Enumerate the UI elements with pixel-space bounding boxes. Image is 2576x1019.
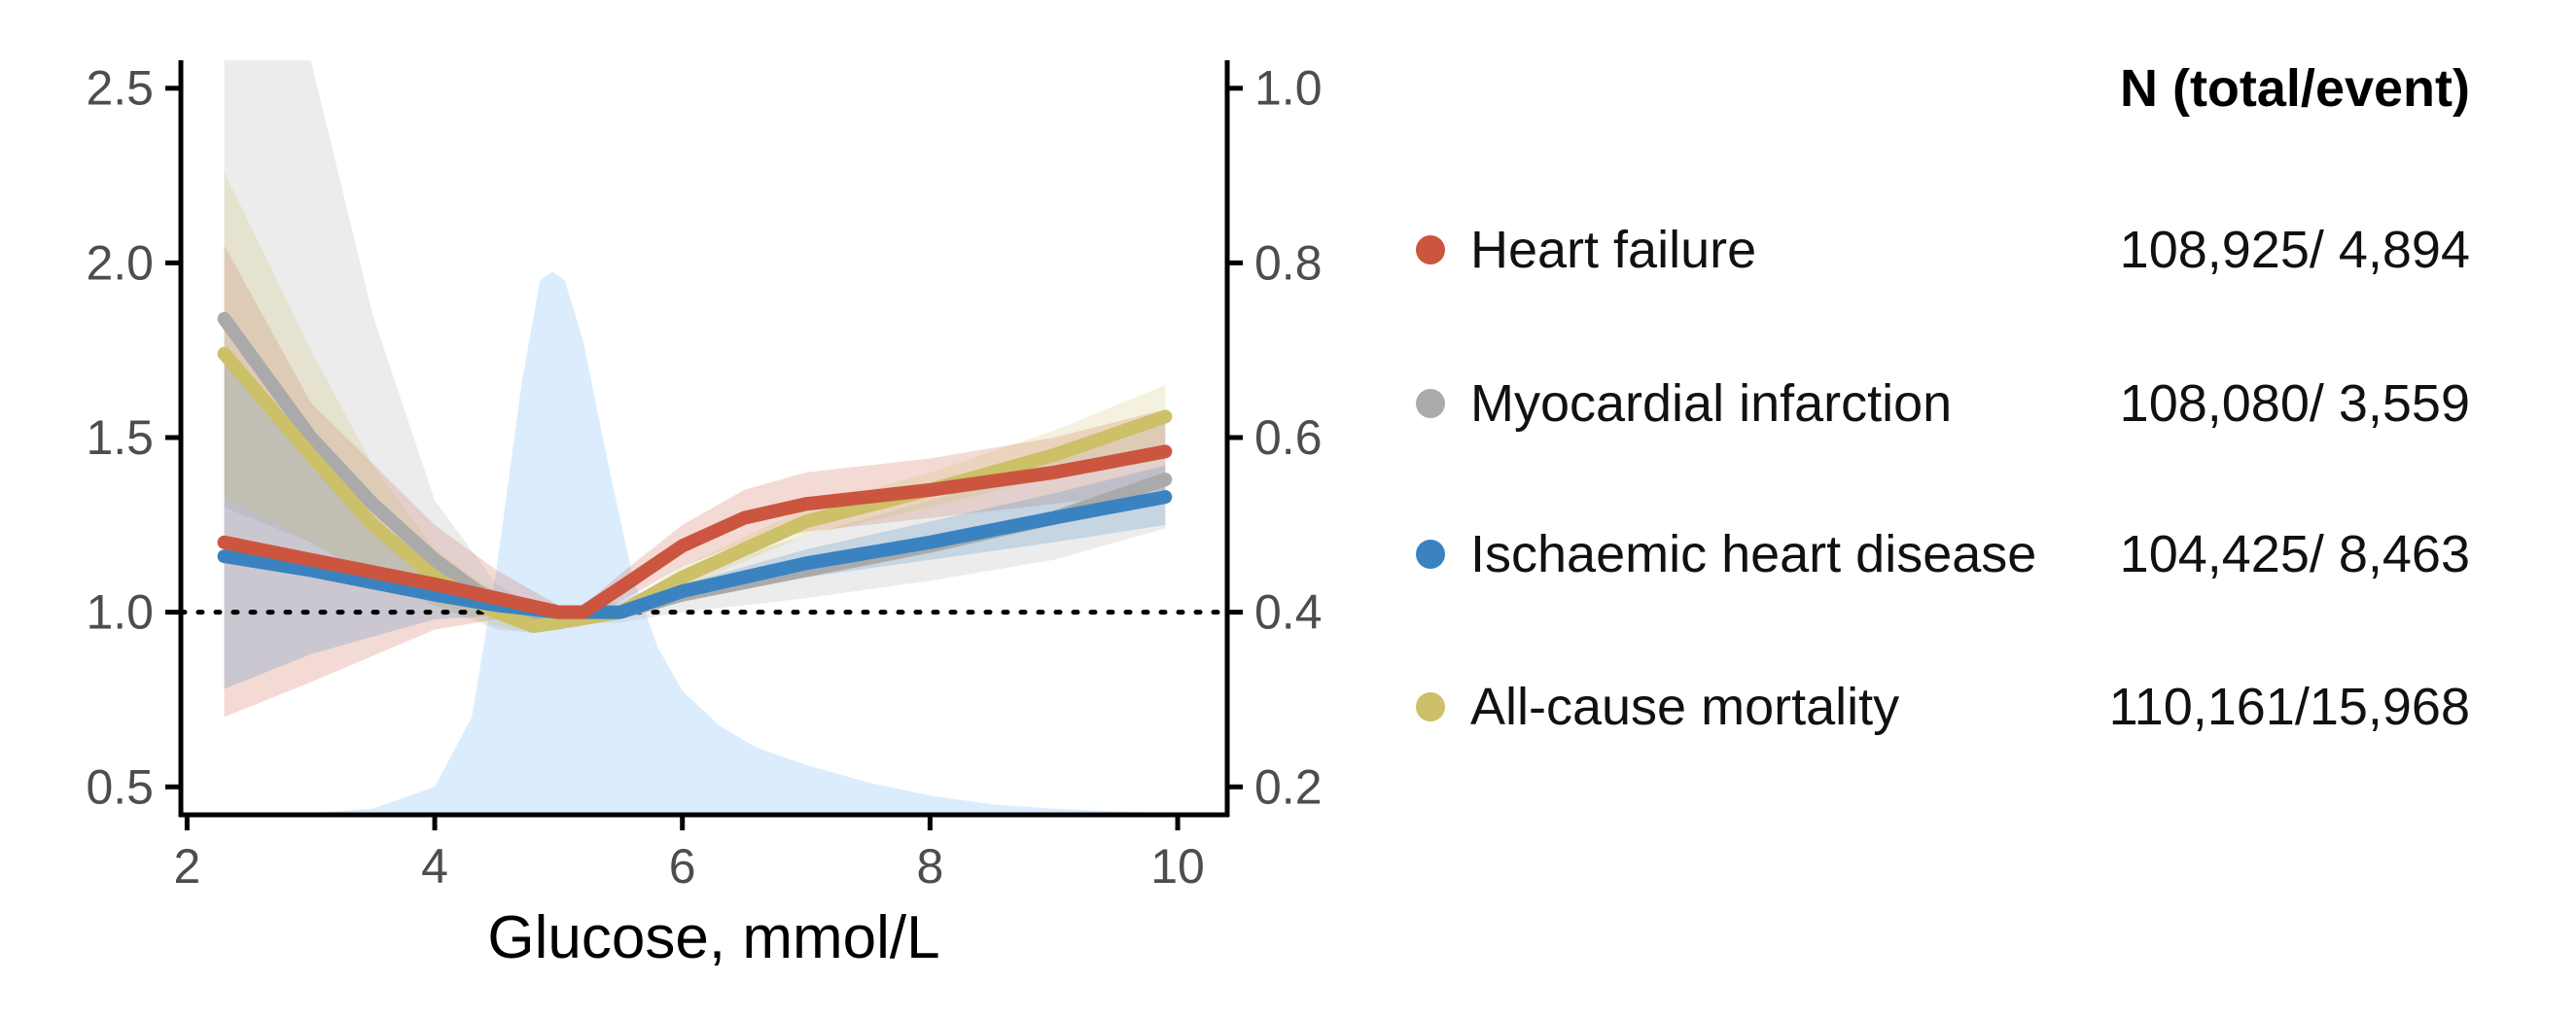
y-tick-label: 1.5 — [86, 410, 154, 465]
series-line-ischaemic-heart-disease — [217, 490, 1173, 619]
legend-count: 108,080/ 3,559 — [2119, 374, 2470, 433]
y-tick-label: 0.5 — [86, 759, 154, 814]
density-area — [224, 271, 1166, 816]
legend-title: N (total/event) — [2119, 59, 2470, 118]
x-tick-label: 8 — [916, 839, 943, 894]
confidence-bands-layer — [224, 60, 1166, 718]
legend-count: 104,425/ 8,463 — [2119, 525, 2470, 583]
glucose-density-layer — [224, 271, 1166, 816]
x-tick-label: 2 — [173, 839, 200, 894]
y2-tick-label: 0.8 — [1254, 235, 1323, 290]
legend-marker-heart-failure — [1416, 235, 1445, 264]
legend-item-ischaemic-heart-disease: Ischaemic heart disease 104,425/ 8,463 — [1400, 518, 2470, 586]
y2-tick-label: 0.6 — [1254, 410, 1323, 465]
y-tick-label: 1.0 — [86, 585, 154, 640]
x-tick-label: 6 — [669, 839, 696, 894]
x-tick-label: 4 — [421, 839, 448, 894]
y2-tick-label: 1.0 — [1254, 61, 1323, 116]
y-tick-label: 2.5 — [86, 61, 154, 116]
legend-label: All-cause mortality — [1470, 678, 1900, 736]
legend-marker-ischaemic-heart-disease — [1416, 540, 1445, 569]
series-lines-layer — [217, 311, 1173, 633]
legend-count: 110,161/15,968 — [2108, 678, 2470, 736]
y2-tick-label: 0.4 — [1254, 585, 1323, 640]
legend-item-heart-failure: Heart failure 108,925/ 4,894 — [1400, 214, 2470, 282]
ci-band-myocardial-infarction — [224, 60, 1166, 634]
y2-tick-label: 0.2 — [1254, 759, 1323, 814]
y-tick-label: 2.0 — [86, 235, 154, 290]
legend-count: 108,925/ 4,894 — [2119, 221, 2470, 279]
axes-layer: 2 4 6 8 10 0.5 1.0 1.5 2.0 2.5 0.2 0.4 0.6 0.8 1.0 — [86, 60, 1323, 894]
x-axis-title: Glucose, mmol/L — [487, 904, 939, 971]
legend-label: Myocardial infarction — [1470, 374, 1953, 433]
legend-label: Ischaemic heart disease — [1470, 525, 2037, 583]
legend-item-all-cause-mortality: All-cause mortality 110,161/15,968 — [1400, 671, 2470, 739]
series-line-heart-failure — [217, 444, 1173, 619]
legend-item-myocardial-infarction: Myocardial infarction 108,080/ 3,559 — [1400, 368, 2470, 436]
x-tick-label: 10 — [1150, 839, 1205, 894]
legend-label: Heart failure — [1470, 221, 1757, 279]
legend-marker-all-cause-mortality — [1416, 692, 1445, 721]
legend-marker-myocardial-infarction — [1416, 389, 1445, 418]
